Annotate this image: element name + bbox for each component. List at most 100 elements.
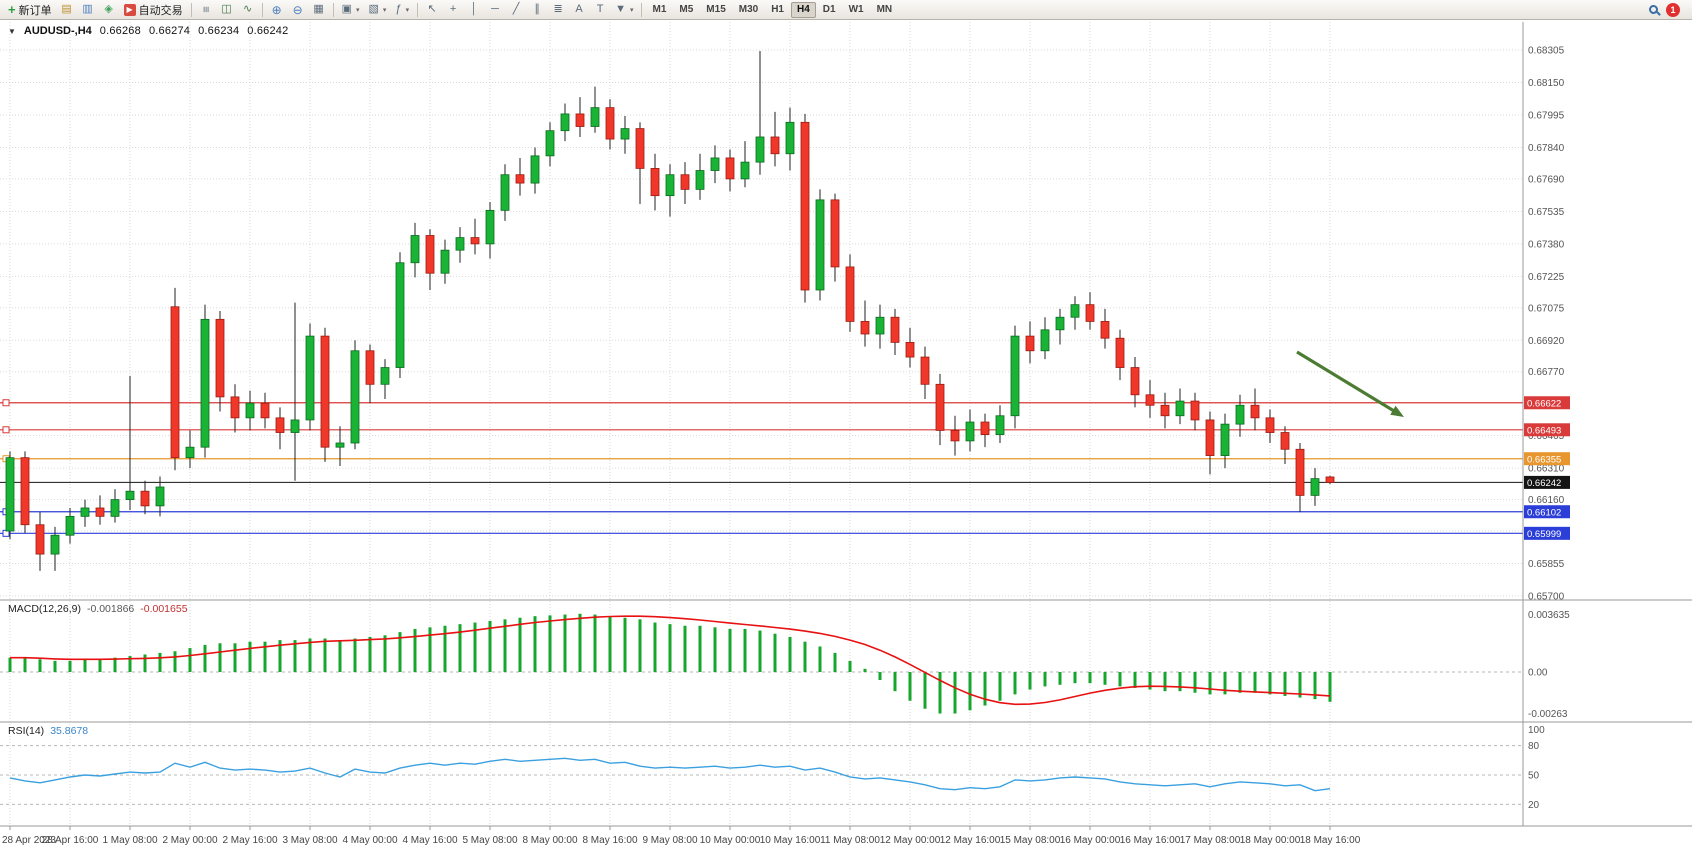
timeframe-mn-button[interactable]: MN (876, 4, 893, 15)
macd-bar (428, 627, 432, 673)
zoom-in-icon: ⊕ (271, 2, 282, 17)
resistance-line-upper-handle[interactable] (2, 399, 10, 407)
indicators-button[interactable]: ƒ ▾ (391, 1, 413, 19)
macd-bar (893, 672, 897, 692)
text-label-button[interactable]: T (590, 1, 610, 19)
autotrading-label: 自动交易 (138, 4, 183, 17)
price-tick-label: 0.66920 (1528, 336, 1565, 347)
price-tick-label: 0.67380 (1528, 239, 1565, 250)
candle (275, 407, 285, 450)
toolbar-separator (417, 2, 419, 17)
macd-bar (518, 617, 522, 673)
vertical-line-button[interactable]: │ (464, 1, 484, 19)
resistance-line-lower-handle[interactable] (2, 426, 10, 434)
profiles-button[interactable]: ▧ ▾ (365, 1, 391, 19)
rsi-header: RSI(14) 35.8678 (8, 725, 88, 737)
arrows-tool-icon: ▼ (615, 3, 626, 15)
text-label-icon: T (596, 3, 604, 15)
high-value: 0.66274 (148, 25, 191, 37)
new-chart-button[interactable]: ▣ ▾ (338, 1, 364, 19)
rsi-axis-label: 50 (1528, 771, 1540, 782)
candle (50, 526, 60, 571)
chart-collapse-icon[interactable]: ▼ (8, 26, 16, 36)
vertical-line-icon: │ (470, 3, 478, 15)
market-watch-button[interactable]: ▤ (57, 1, 77, 19)
timeframe-d1-button[interactable]: D1 (822, 4, 836, 15)
zoom-out-button[interactable]: ⊖ (288, 1, 308, 19)
trendline-icon: ╱ (512, 3, 520, 15)
macd-bar (1178, 672, 1182, 692)
open-value: 0.66268 (99, 25, 141, 37)
candle (305, 323, 315, 431)
time-label: 12 May 16:00 (940, 835, 1001, 846)
candle (1190, 392, 1200, 431)
navigator-icon: ◈ (104, 3, 113, 15)
bar-chart-button[interactable]: ≡ (196, 1, 216, 19)
notification-badge[interactable]: 1 (1666, 2, 1680, 17)
candle (335, 426, 345, 467)
candlestick-chart-button[interactable]: ◫ (217, 1, 237, 19)
macd-bar (323, 638, 327, 673)
candle (470, 218, 480, 255)
cursor-button[interactable]: ↖ (422, 1, 442, 19)
candle (905, 327, 915, 368)
line-chart-button[interactable]: ∿ (238, 1, 258, 19)
candle (155, 476, 165, 517)
candle (935, 373, 945, 446)
cursor-icon: ↖ (427, 3, 437, 15)
macd-bar (638, 619, 642, 673)
time-label: 15 May 08:00 (1000, 835, 1061, 846)
candle (1295, 442, 1305, 513)
crosshair-button[interactable]: + (443, 1, 463, 19)
resistance-line-lower-tag-label: 0.66493 (1527, 426, 1561, 437)
macd-bar (383, 635, 387, 673)
timeframe-m1-button[interactable]: M1 (652, 4, 667, 15)
autotrading-button[interactable]: ▶ 自动交易 (120, 1, 187, 19)
navigator-button[interactable]: ◈ (99, 1, 119, 19)
candle (1010, 325, 1020, 429)
data-window-icon: ▥ (82, 3, 93, 15)
time-label: 4 May 00:00 (342, 835, 397, 846)
macd-bar (443, 625, 447, 673)
data-window-button[interactable]: ▥ (78, 1, 98, 19)
equidistant-channel-button[interactable]: ∥ (527, 1, 547, 19)
timeframe-m30-button[interactable]: M30 (738, 4, 759, 15)
search-icon[interactable] (1649, 5, 1658, 14)
timeframe-m5-button[interactable]: M5 (679, 4, 694, 15)
macd-main-value: -0.001866 (86, 603, 135, 615)
macd-bar (773, 633, 777, 673)
timeframe-h4-button[interactable]: H4 (791, 1, 816, 18)
timeframe-w1-button[interactable]: W1 (848, 4, 864, 15)
text-button[interactable]: A (569, 1, 589, 19)
macd-bar (863, 668, 867, 673)
time-label: 1 May 08:00 (102, 835, 157, 846)
zoom-in-button[interactable]: ⊕ (267, 1, 287, 19)
timeframe-h1-button[interactable]: H1 (771, 4, 784, 15)
macd-bar (23, 657, 27, 673)
candle (785, 107, 795, 171)
tile-windows-button[interactable]: ▦ (309, 1, 329, 19)
chevron-down-icon: ▾ (382, 6, 387, 14)
candle (965, 409, 975, 452)
trendline-button[interactable]: ╱ (506, 1, 526, 19)
chevron-down-icon: ▾ (629, 6, 634, 14)
macd-bar (173, 651, 177, 673)
macd-bar (878, 672, 882, 681)
rsi-axis-label: 100 (1528, 725, 1545, 736)
time-label: 12 May 00:00 (880, 835, 941, 846)
time-label: 17 May 08:00 (1180, 835, 1241, 846)
fibonacci-button[interactable]: ≣ (548, 1, 568, 19)
arrows-tool-button[interactable]: ▼ ▾ (611, 1, 637, 19)
price-tick-label: 0.67690 (1528, 174, 1565, 185)
new-order-button[interactable]: + 新订单 (4, 1, 56, 19)
candle (455, 227, 465, 263)
bid-price-tag (1524, 475, 1570, 489)
timeframe-m15-button[interactable]: M15 (706, 4, 726, 15)
candle (890, 308, 900, 355)
trend-arrow[interactable] (1296, 350, 1398, 415)
horizontal-line-button[interactable]: ─ (485, 1, 505, 19)
candle (530, 147, 540, 194)
price-tick-label: 0.67995 (1528, 110, 1565, 121)
trend-arrow-head (1390, 405, 1404, 417)
